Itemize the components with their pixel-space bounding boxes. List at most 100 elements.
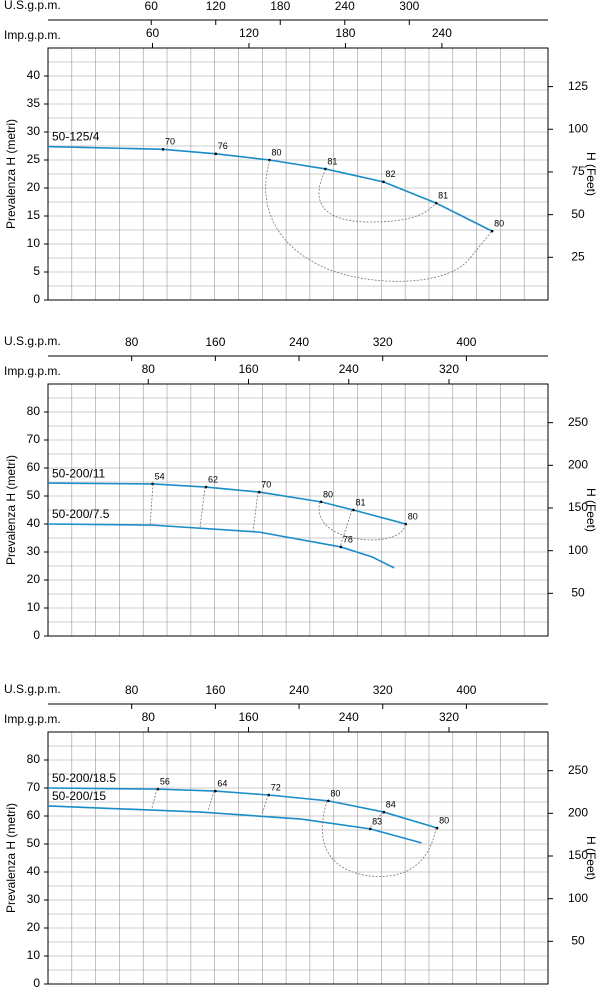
y2-tick-label: 250 [568, 763, 588, 777]
x-tick-label: 160 [205, 683, 225, 697]
efficiency-contours [149, 159, 493, 877]
x-tick-label: 80 [125, 335, 139, 349]
x2-tick-label: 320 [439, 710, 459, 724]
efficiency-label: 72 [271, 782, 281, 792]
efficiency-point [435, 826, 439, 830]
efficiency-label: 54 [155, 471, 165, 481]
contour [265, 159, 493, 282]
efficiency-label: 80 [330, 788, 340, 798]
pump-curve [47, 805, 422, 844]
y2-axis-title: H (Feet) [584, 152, 598, 196]
efficiency-label: 80 [323, 489, 333, 499]
series-label: 50-200/7.5 [52, 507, 110, 521]
x-tick-label: 240 [289, 335, 309, 349]
efficiency-point [382, 180, 385, 184]
efficiency-point [434, 201, 438, 205]
chart: 0 10 20 30 40 50 60 70 80 50 100 150 200 250 U.S.g.p.m… [4, 334, 598, 642]
efficiency-point [327, 799, 330, 803]
y-tick-label: 60 [27, 808, 41, 822]
contour [318, 501, 406, 541]
y-axis-title: Prevalenza H (metri) [4, 803, 18, 913]
x-tick-label: 300 [399, 0, 419, 13]
y-tick-label: 15 [27, 208, 41, 222]
x2-axis-title: Imp.g.p.m. [4, 712, 61, 726]
efficiency-label: 78 [343, 534, 353, 544]
y-tick-label: 10 [27, 600, 41, 614]
x2-tick-label: 160 [238, 710, 258, 724]
y-tick-label: 70 [27, 432, 41, 446]
x2-tick-label: 320 [439, 362, 459, 376]
y-tick-label: 25 [27, 152, 41, 166]
series-label: 50-200/11 [52, 466, 105, 480]
y-axis-title: Prevalenza H (metri) [4, 455, 18, 565]
y-tick-label: 50 [27, 488, 41, 502]
efficiency-label: 84 [386, 799, 396, 809]
y-tick-label: 40 [27, 516, 41, 530]
x2-tick-label: 240 [339, 362, 359, 376]
y2-tick-label: 250 [568, 415, 588, 429]
y2-axis-title: H (Feet) [584, 836, 598, 880]
x2-tick-label: 160 [238, 362, 258, 376]
y2-tick-label: 75 [571, 164, 585, 178]
efficiency-label: 70 [261, 479, 271, 489]
y-tick-label: 0 [33, 628, 40, 642]
x-tick-label: 60 [145, 0, 159, 13]
efficiency-label: 76 [218, 141, 228, 151]
efficiency-label: 62 [208, 474, 218, 484]
y-tick-label: 0 [33, 976, 40, 990]
y2-tick-label: 50 [571, 934, 585, 948]
efficiency-label: 80 [272, 147, 282, 157]
x-axis-title: U.S.g.p.m. [4, 682, 61, 696]
x2-axis-title: Imp.g.p.m. [4, 364, 61, 378]
x2-tick-label: 80 [142, 362, 156, 376]
y-tick-label: 20 [27, 572, 41, 586]
x-tick-label: 80 [125, 683, 139, 697]
y-tick-label: 20 [27, 920, 41, 934]
y-tick-label: 30 [27, 544, 41, 558]
efficiency-label: 80 [439, 815, 449, 825]
pump-curve [47, 523, 395, 569]
efficiency-label: 64 [217, 778, 227, 788]
efficiency-label: 83 [372, 816, 382, 826]
y-tick-label: 80 [27, 404, 41, 418]
chart: 0 5 10 15 20 25 30 35 40 25 50 75 100 125 U.S.g.p.m. 60… [4, 0, 598, 306]
y2-tick-label: 25 [571, 249, 585, 263]
efficiency-point [214, 789, 217, 793]
contour [149, 483, 353, 548]
efficiency-label: 56 [160, 776, 170, 786]
y2-tick-label: 150 [568, 500, 588, 514]
x2-axis-title: Imp.g.p.m. [4, 28, 61, 42]
x-tick-label: 320 [373, 683, 393, 697]
x-tick-label: 240 [335, 0, 355, 13]
y-tick-label: 20 [27, 180, 41, 194]
x-tick-label: 160 [205, 335, 225, 349]
efficiency-point [214, 152, 218, 156]
y-tick-label: 35 [27, 96, 41, 110]
x2-tick-label: 60 [146, 26, 160, 40]
y-tick-label: 50 [27, 836, 41, 850]
x-tick-label: 400 [456, 335, 476, 349]
y2-tick-label: 200 [568, 805, 588, 819]
x-tick-label: 120 [206, 0, 226, 13]
chart: 0 10 20 30 40 50 60 70 80 50 100 150 200 250 U.S.g.p.m… [4, 682, 598, 990]
efficiency-label: 81 [327, 156, 337, 166]
efficiency-point [319, 500, 323, 504]
efficiency-point [382, 810, 386, 814]
y2-tick-label: 50 [571, 207, 585, 221]
efficiency-label: 80 [408, 511, 418, 521]
y-tick-label: 40 [27, 864, 41, 878]
series-label: 50-200/15 [52, 789, 106, 803]
y-tick-label: 10 [27, 948, 41, 962]
x-tick-label: 240 [289, 683, 309, 697]
y2-tick-label: 200 [568, 457, 588, 471]
efficiency-point [352, 508, 355, 512]
series-label: 50-125/4 [52, 130, 100, 144]
y-tick-label: 5 [33, 264, 40, 278]
efficiency-label: 70 [165, 137, 175, 147]
y-tick-label: 80 [27, 752, 41, 766]
contour [321, 800, 437, 877]
pump-curve [47, 145, 493, 232]
x-axis-title: U.S.g.p.m. [4, 0, 61, 12]
